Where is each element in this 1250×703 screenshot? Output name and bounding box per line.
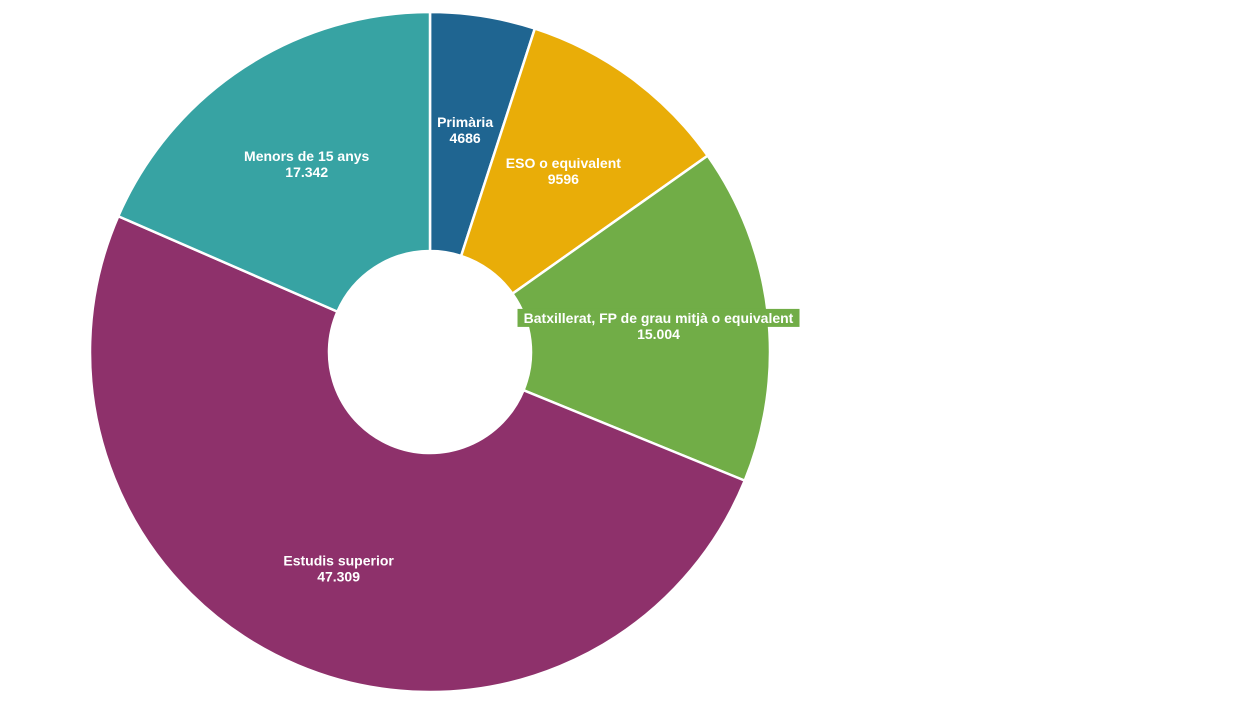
slice-estudis-superior [88,214,747,694]
slice-value-menors-de-15-anys: 17.342 [285,164,328,180]
slice-label-eso-o-equivalent: ESO o equivalent [506,155,621,171]
chart-slices [88,10,772,694]
slice-label-estudis-superior: Estudis superior [283,552,394,568]
slice-menors-de-15-anys [116,10,432,314]
slice-label-batxillerat-fp-de-grau-mitja-o-equivalent: Batxillerat, FP de grau mitjà o equivale… [524,310,794,326]
slice-eso-o-equivalent [459,26,710,296]
slice-value-batxillerat-fp-de-grau-mitja-o-equivalent: 15.004 [637,326,680,342]
slice-value-primaria: 4686 [450,130,481,146]
slice-label-primaria: Primària [437,114,493,130]
slice-value-eso-o-equivalent: 9596 [548,171,579,187]
slice-label-background [517,308,800,327]
slice-label-menors-de-15-anys: Menors de 15 anys [244,148,369,164]
slice-value-estudis-superior: 47.309 [317,568,360,584]
